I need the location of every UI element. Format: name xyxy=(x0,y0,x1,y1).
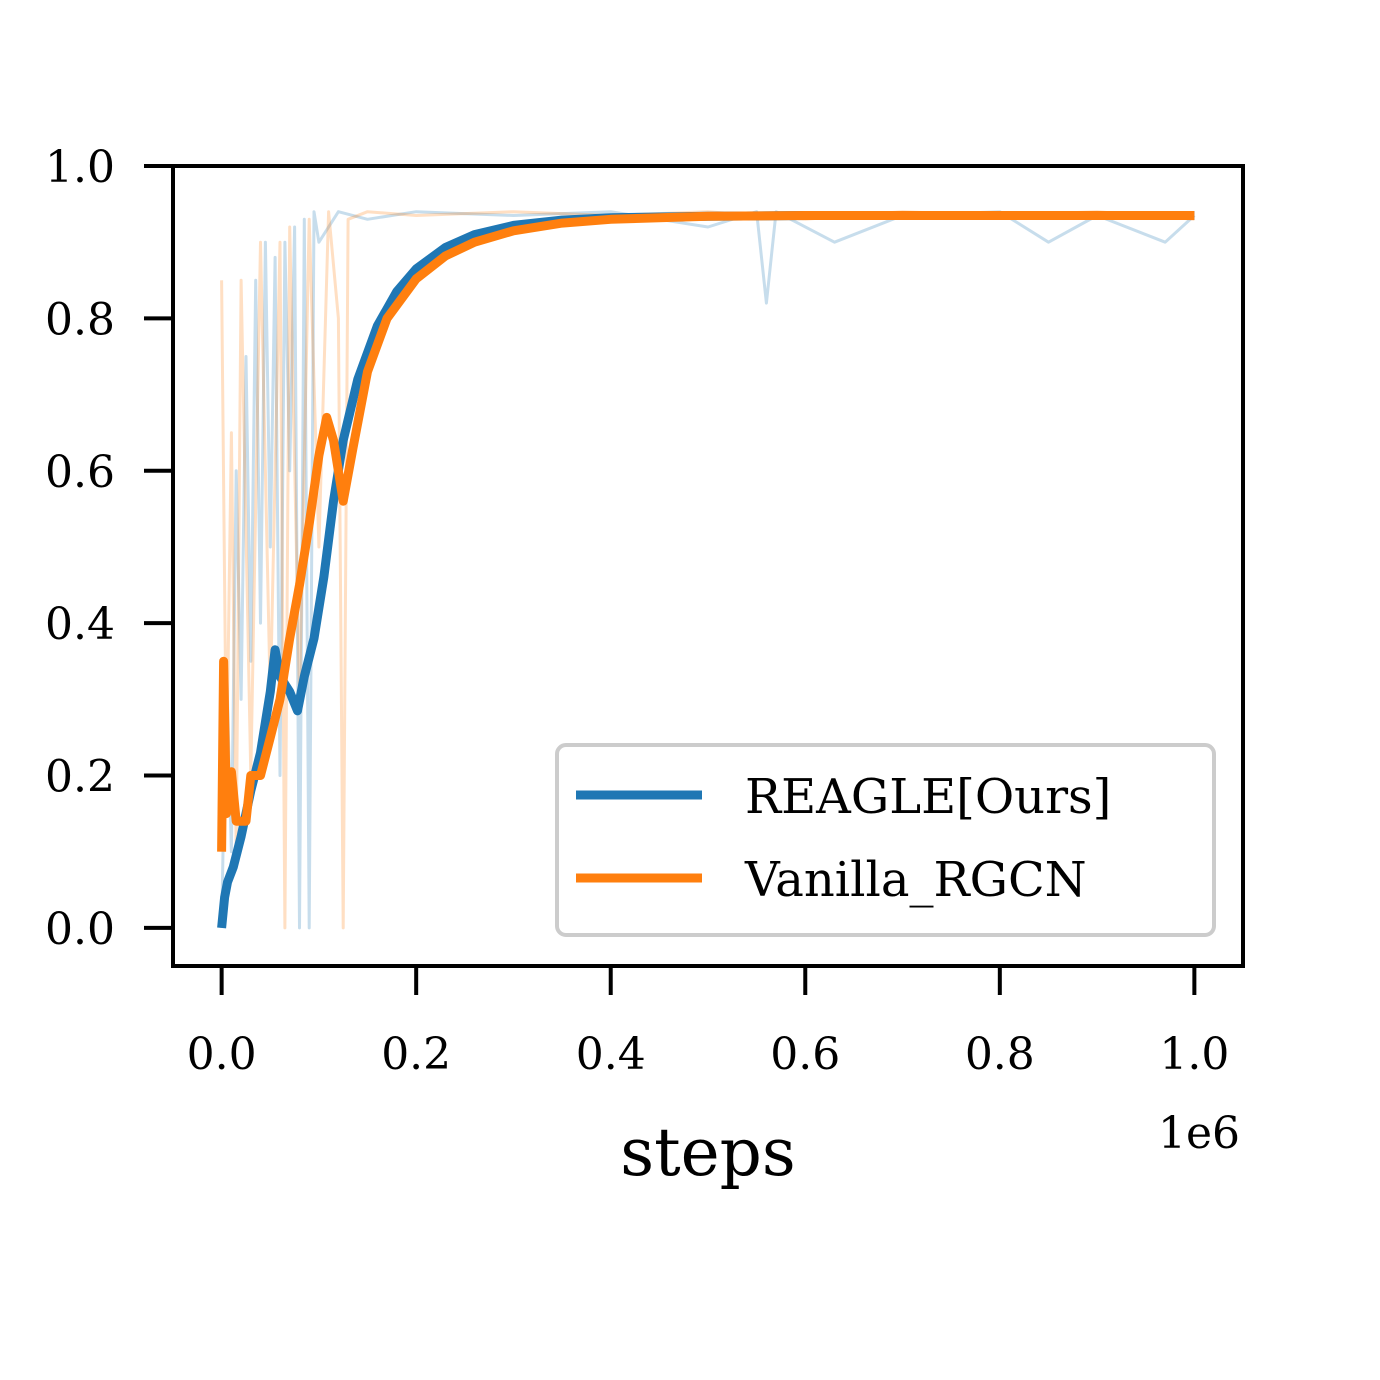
y-tick-label-5: 1.0 xyxy=(45,142,115,193)
x-tick-label-0: 0.0 xyxy=(187,1029,257,1080)
plot-frame xyxy=(171,164,1245,968)
smoothed-series-layer xyxy=(217,211,1195,929)
legend: REAGLE[Ours] Vanilla_RGCN xyxy=(555,743,1216,937)
y-axis: 0.0 0.2 0.4 0.6 0.8 1.0 xyxy=(45,142,173,955)
y-tick-label-0: 0.0 xyxy=(45,904,115,955)
x-tick-label-1: 0.2 xyxy=(381,1029,451,1080)
legend-label-vanilla-rgcn: Vanilla_RGCN xyxy=(744,852,1087,908)
y-tick-label-3: 0.6 xyxy=(45,447,115,498)
raw-line-reagle-ours xyxy=(220,210,1196,930)
x-tick-label-2: 0.4 xyxy=(576,1029,646,1080)
x-tick-label-5: 1.0 xyxy=(1159,1029,1229,1080)
x-tick-label-3: 0.6 xyxy=(770,1029,840,1080)
x-axis-offset-label: 1e6 xyxy=(1158,1108,1240,1159)
legend-box xyxy=(555,743,1216,937)
x-tick-label-4: 0.8 xyxy=(965,1029,1035,1080)
y-tick-label-1: 0.2 xyxy=(45,752,115,803)
y-tick-label-4: 0.8 xyxy=(45,294,115,345)
y-tick-label-2: 0.4 xyxy=(45,599,115,650)
series-line-vanilla-rgcn xyxy=(217,211,1195,852)
legend-label-reagle: REAGLE[Ours] xyxy=(745,769,1111,825)
x-axis-label: steps xyxy=(620,1114,796,1191)
x-axis: 0.0 0.2 0.4 0.6 0.8 1.0 xyxy=(187,966,1229,1080)
